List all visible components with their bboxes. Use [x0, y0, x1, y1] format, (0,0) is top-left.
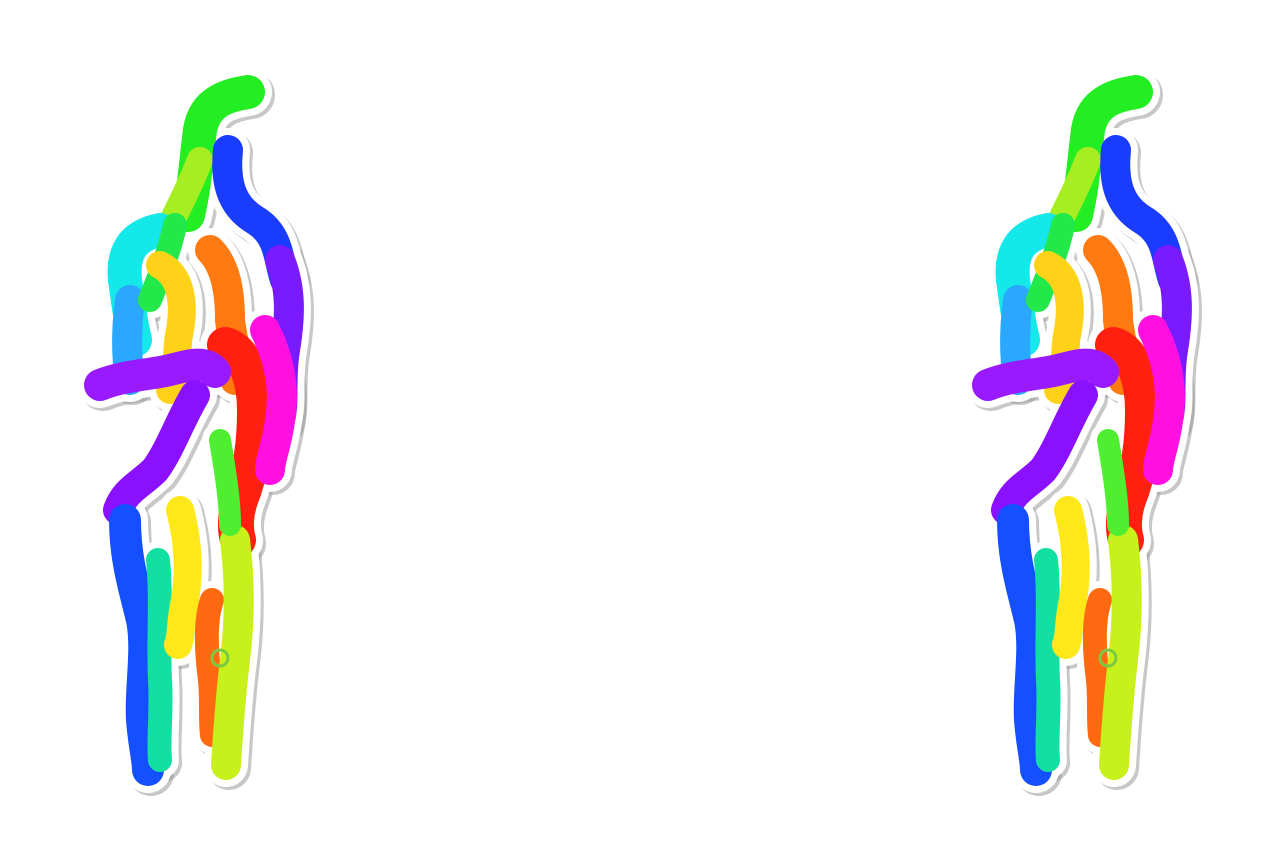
left-blue-leg-stroke	[109, 504, 164, 786]
right-purple-left-stroke	[972, 348, 1119, 401]
right-violet-lower-stroke	[991, 380, 1098, 525]
right-orange-leg-stroke	[1082, 588, 1112, 747]
figure-right	[918, 0, 1238, 856]
right-magenta-stroke	[1138, 315, 1185, 485]
left-color-strokes	[84, 75, 304, 786]
left-violet-lower-stroke	[103, 380, 210, 525]
right-ring-marker	[1098, 648, 1118, 668]
figure-left-drawing	[77, 68, 314, 796]
left-purple-left-stroke	[84, 348, 231, 401]
right-teal-leg-stroke	[1034, 548, 1061, 772]
left-magenta-stroke	[250, 315, 297, 485]
left-teal-leg-stroke	[146, 548, 173, 772]
right-lime-leg-stroke	[1099, 525, 1142, 780]
right-yellow-leg-stroke	[1052, 496, 1090, 659]
left-ring-marker	[210, 648, 230, 668]
right-blue-leg-stroke	[997, 504, 1052, 786]
left-yellow-leg-stroke	[164, 496, 202, 659]
figure-right-drawing	[965, 68, 1202, 796]
left-lime-leg-stroke	[211, 525, 254, 780]
left-orange-leg-stroke	[194, 588, 224, 747]
figure-left	[30, 0, 350, 856]
right-color-strokes	[972, 75, 1192, 786]
right-green-leg-stroke	[1097, 429, 1129, 536]
left-green-leg-stroke	[209, 429, 241, 536]
